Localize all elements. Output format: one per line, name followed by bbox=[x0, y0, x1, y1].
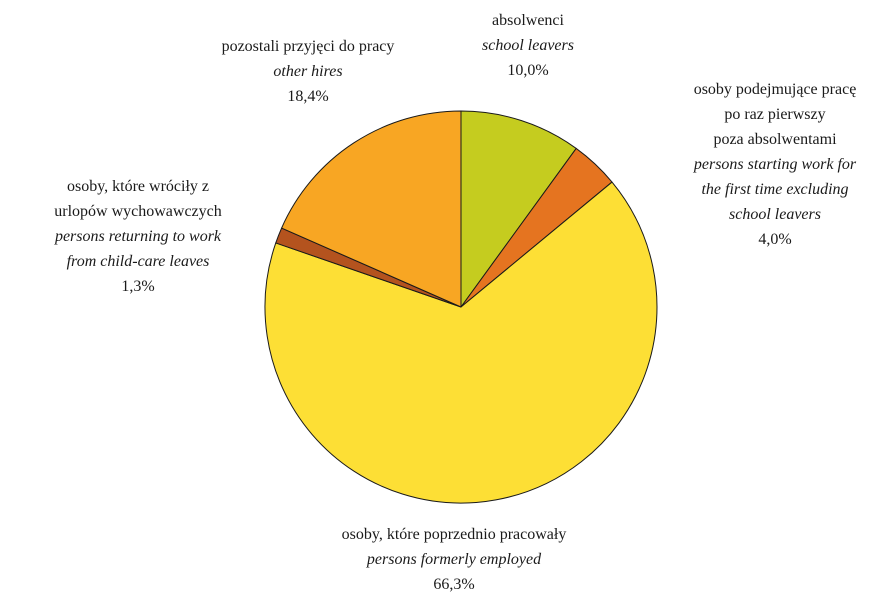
value-label: 66,3% bbox=[433, 576, 474, 593]
label-polish: poza absolwentami bbox=[713, 131, 837, 148]
label-english: school leavers bbox=[482, 37, 574, 54]
label-english: persons starting work for bbox=[693, 156, 857, 173]
slice-label-first-time-workers: osoby podejmujące pracę po raz pierwszy po… bbox=[693, 81, 857, 248]
slice-label-other-hires: pozostali przyjęci do pracy other hires 18… bbox=[222, 38, 395, 105]
pie-slice-other-hires bbox=[281, 110, 462, 308]
label-polish: urlopów wychowawczych bbox=[54, 203, 222, 220]
pie-slice-formerly-employed bbox=[264, 181, 658, 504]
label-english: the first time excluding bbox=[701, 181, 848, 198]
pie-slices bbox=[264, 110, 658, 504]
label-english: persons formerly employed bbox=[366, 551, 542, 568]
label-polish: osoby, które wróciły z bbox=[67, 178, 209, 195]
label-english: persons returning to work bbox=[54, 228, 222, 245]
label-polish: absolwenci bbox=[492, 12, 565, 29]
label-polish: osoby, które poprzednio pracowały bbox=[342, 526, 567, 543]
value-label: 10,0% bbox=[507, 62, 548, 79]
value-label: 1,3% bbox=[121, 278, 154, 295]
pie-slice-school-leavers bbox=[460, 110, 577, 308]
label-polish: po raz pierwszy bbox=[724, 106, 825, 123]
value-label: 18,4% bbox=[287, 88, 328, 105]
slice-label-school-leavers: absolwenci school leavers 10,0% bbox=[482, 12, 574, 79]
pie-labels: absolwenci school leavers 10,0% osoby podej… bbox=[54, 12, 857, 593]
slice-label-formerly-employed: osoby, które poprzednio pracowały persons… bbox=[342, 526, 567, 593]
label-english: other hires bbox=[273, 63, 342, 80]
label-polish: osoby podejmujące pracę bbox=[694, 81, 857, 98]
label-polish: pozostali przyjęci do pracy bbox=[222, 38, 395, 55]
label-english: school leavers bbox=[729, 206, 821, 223]
value-label: 4,0% bbox=[758, 231, 791, 248]
slice-label-child-care-leave: osoby, które wróciły z urlopów wychowawcz… bbox=[54, 178, 222, 295]
label-english: from child-care leaves bbox=[67, 253, 210, 270]
